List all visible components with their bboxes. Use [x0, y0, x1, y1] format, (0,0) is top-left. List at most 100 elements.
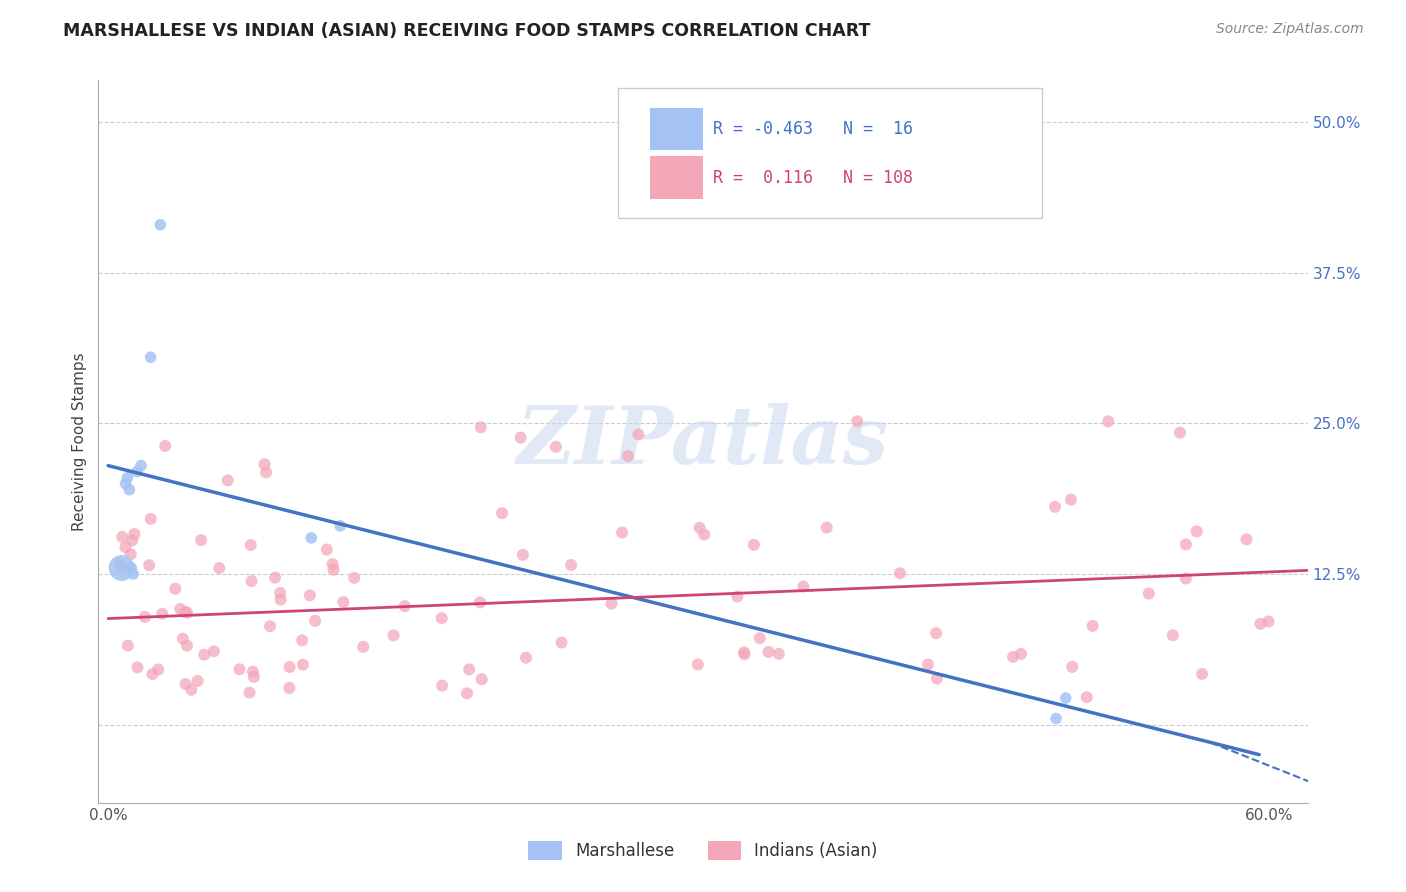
Point	[118, 483, 141, 497]
Point	[139, 351, 162, 365]
Point	[150, 607, 173, 621]
Point	[208, 561, 231, 575]
FancyBboxPatch shape	[650, 108, 703, 151]
Point	[725, 590, 748, 604]
Point	[243, 670, 266, 684]
Point	[111, 530, 134, 544]
Point	[141, 667, 163, 681]
Point	[111, 561, 134, 575]
Point	[693, 527, 716, 541]
Point	[733, 648, 755, 662]
Point	[122, 567, 145, 582]
Point	[1161, 628, 1184, 642]
Point	[456, 686, 478, 700]
Point	[1081, 619, 1104, 633]
Point	[1174, 537, 1197, 551]
Point	[322, 557, 344, 571]
Point	[332, 595, 354, 609]
Point	[270, 592, 292, 607]
Point	[1062, 660, 1084, 674]
Point	[846, 414, 869, 428]
Point	[343, 571, 366, 585]
Point	[550, 635, 572, 649]
Point	[458, 662, 481, 676]
Point	[239, 538, 262, 552]
Point	[768, 647, 790, 661]
Point	[114, 476, 136, 491]
Point	[1249, 616, 1271, 631]
Point	[174, 677, 197, 691]
Text: MARSHALLESE VS INDIAN (ASIAN) RECEIVING FOOD STAMPS CORRELATION CHART: MARSHALLESE VS INDIAN (ASIAN) RECEIVING …	[63, 22, 870, 40]
Point	[600, 597, 623, 611]
FancyBboxPatch shape	[650, 156, 703, 199]
Point	[1174, 572, 1197, 586]
Point	[689, 521, 711, 535]
Point	[291, 657, 314, 672]
Point	[430, 679, 453, 693]
Point	[491, 506, 513, 520]
Point	[186, 673, 208, 688]
Point	[165, 582, 187, 596]
Point	[117, 471, 139, 485]
Point	[278, 660, 301, 674]
Point	[925, 626, 948, 640]
Point	[1168, 425, 1191, 440]
Point	[1043, 500, 1066, 514]
Point	[278, 681, 301, 695]
FancyBboxPatch shape	[619, 87, 1042, 218]
Point	[127, 465, 149, 479]
Point	[217, 474, 239, 488]
Point	[329, 519, 352, 533]
Point	[560, 558, 582, 572]
Point	[129, 458, 152, 473]
Point	[1191, 667, 1213, 681]
Point	[155, 439, 177, 453]
Point	[1045, 712, 1067, 726]
Point	[259, 619, 281, 633]
Point	[176, 606, 198, 620]
Point	[124, 527, 146, 541]
Point	[304, 614, 326, 628]
Point	[315, 542, 337, 557]
Point	[190, 533, 212, 548]
Point	[120, 548, 142, 562]
Y-axis label: Receiving Food Stamps: Receiving Food Stamps	[72, 352, 87, 531]
Point	[134, 610, 156, 624]
Point	[139, 512, 162, 526]
Point	[509, 431, 531, 445]
Point	[470, 420, 492, 434]
Point	[471, 672, 494, 686]
Text: Source: ZipAtlas.com: Source: ZipAtlas.com	[1216, 22, 1364, 37]
Point	[240, 574, 263, 588]
Point	[1257, 615, 1279, 629]
Point	[610, 525, 633, 540]
Point	[138, 558, 160, 573]
Point	[239, 685, 262, 699]
Point	[322, 563, 344, 577]
Point	[291, 633, 314, 648]
Point	[180, 682, 202, 697]
Point	[733, 645, 755, 659]
Point	[148, 663, 170, 677]
Text: R = -0.463   N =  16: R = -0.463 N = 16	[713, 120, 912, 138]
Point	[108, 556, 131, 570]
Point	[298, 588, 321, 602]
Point	[925, 672, 948, 686]
Text: R =  0.116   N = 108: R = 0.116 N = 108	[713, 169, 912, 186]
Point	[111, 561, 134, 575]
Point	[242, 665, 264, 679]
Point	[627, 427, 650, 442]
Point	[512, 548, 534, 562]
Point	[1076, 690, 1098, 705]
Point	[917, 657, 939, 672]
Point	[117, 639, 139, 653]
Point	[121, 533, 143, 548]
Point	[1137, 586, 1160, 600]
Point	[617, 449, 640, 463]
Point	[193, 648, 215, 662]
Point	[544, 440, 567, 454]
Point	[352, 640, 374, 654]
Point	[468, 595, 491, 609]
Legend: Marshallese, Indians (Asian): Marshallese, Indians (Asian)	[522, 834, 884, 867]
Point	[1054, 691, 1077, 706]
